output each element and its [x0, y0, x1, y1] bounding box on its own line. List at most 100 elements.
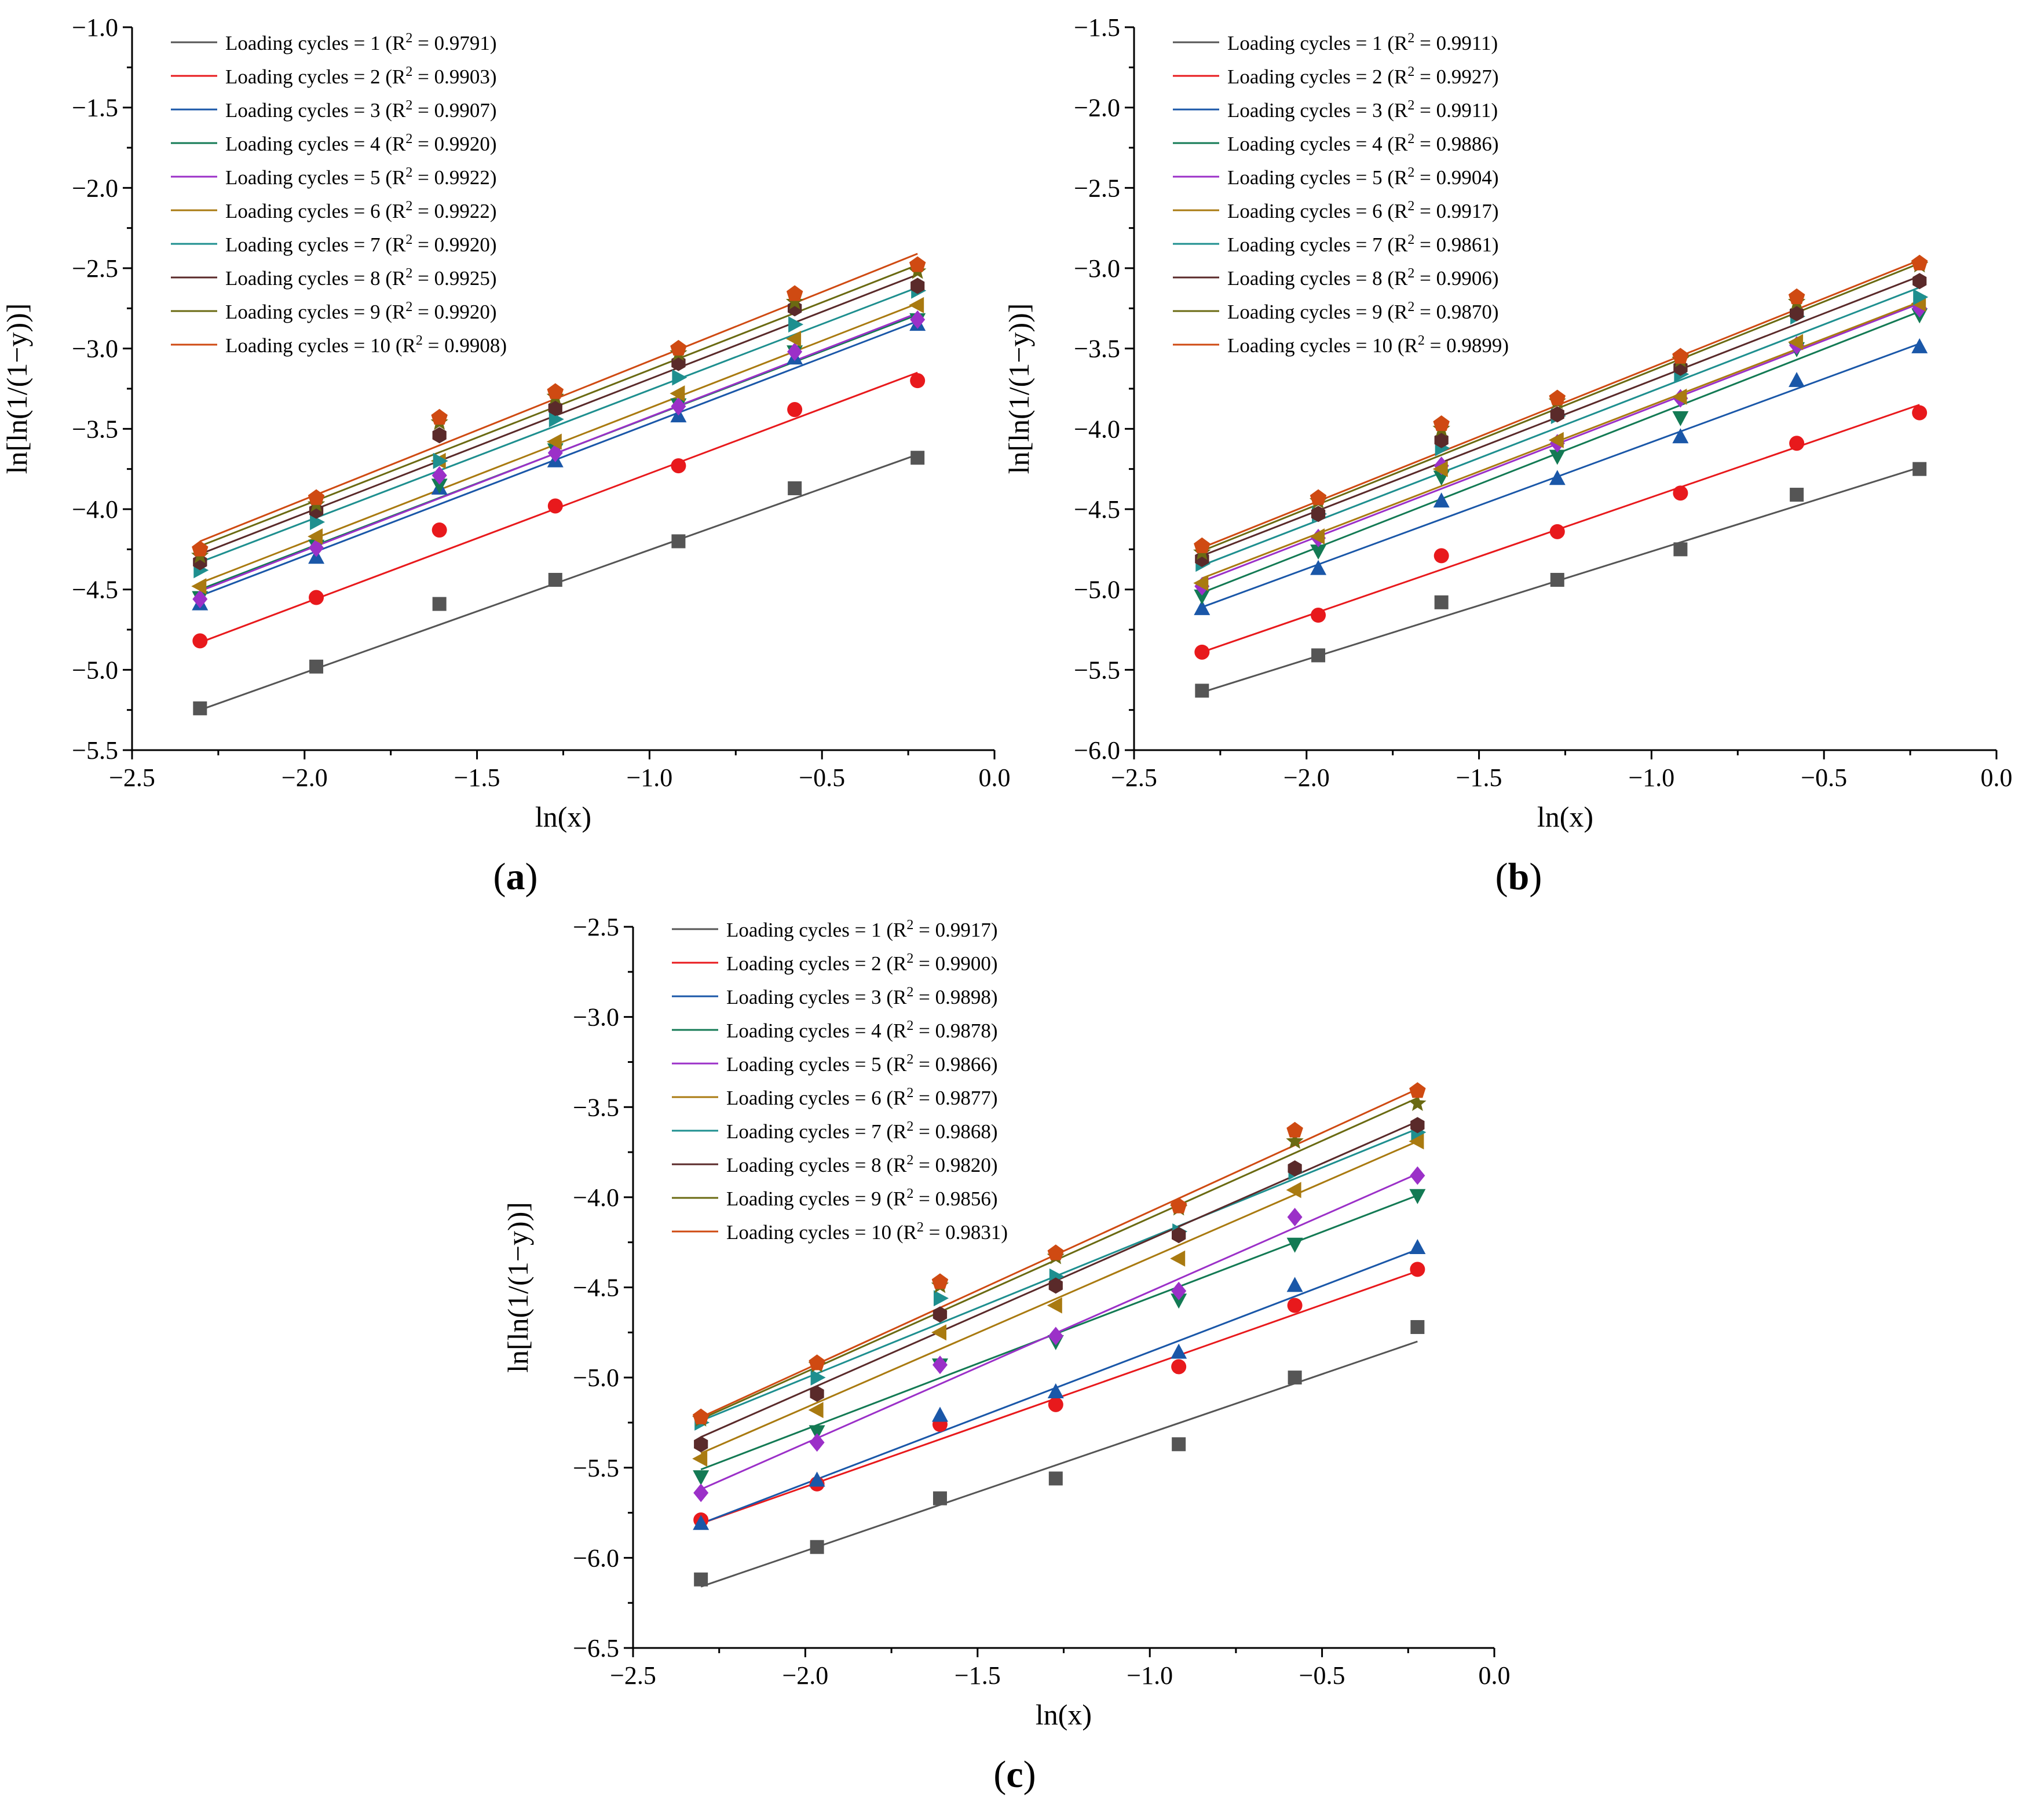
data-point-cycles-2	[1410, 1262, 1425, 1277]
data-point-cycles-7	[548, 411, 564, 427]
data-point-cycles-1	[910, 451, 925, 465]
y-axis-title: ln[ln(1/(1−y))]	[502, 1202, 534, 1373]
legend-entry-cycles-5: Loading cycles = 5 (R2 = 0.9922)	[225, 165, 496, 189]
data-point-cycles-6	[1548, 432, 1564, 448]
data-point-cycles-1	[1172, 1437, 1186, 1452]
data-point-cycles-5	[1410, 1166, 1425, 1185]
data-point-cycles-10	[1310, 489, 1327, 505]
data-point-cycles-6	[191, 578, 207, 595]
data-point-cycles-2	[192, 633, 208, 649]
x-tick-label: −1.0	[626, 763, 672, 792]
data-point-cycles-8	[810, 1386, 824, 1402]
x-axis-title: ln(x)	[535, 801, 591, 833]
y-tick-label: −3.0	[1074, 254, 1120, 283]
data-point-cycles-9	[785, 293, 804, 310]
y-tick-label: −1.5	[1074, 13, 1120, 42]
data-point-cycles-2	[910, 373, 926, 389]
legend-entry-cycles-9: Loading cycles = 9 (R2 = 0.9870)	[1227, 299, 1498, 323]
data-point-cycles-8	[1311, 506, 1326, 522]
panel-a: −5.5 −5.0 −4.5 −4.0 −3.5 −3.0 −2.5 −2.0 −1.5 −1.0…	[1, 13, 1011, 898]
legend-entry-cycles-2: Loading cycles = 2 (R2 = 0.9900)	[726, 951, 997, 975]
data-point-cycles-3	[1047, 1383, 1064, 1398]
legend-entry-cycles-7: Loading cycles = 7 (R2 = 0.9861)	[1227, 232, 1498, 256]
data-point-cycles-9	[1286, 1132, 1304, 1149]
data-point-cycles-5	[809, 1433, 825, 1452]
data-point-cycles-8	[1288, 1160, 1302, 1177]
data-point-cycles-10	[786, 285, 803, 301]
data-point-cycles-4	[1672, 411, 1689, 426]
data-point-cycles-1	[810, 1540, 824, 1554]
data-point-cycles-10	[692, 1408, 710, 1424]
data-point-cycles-2	[1912, 405, 1928, 421]
data-point-cycles-4	[1194, 589, 1211, 605]
data-point-cycles-7	[934, 1290, 949, 1307]
data-point-cycles-6	[692, 1450, 708, 1467]
legend-entry-cycles-3: Loading cycles = 3 (R2 = 0.9907)	[225, 98, 496, 122]
data-point-cycles-1	[309, 659, 324, 674]
y-tick-label: −4.0	[573, 1183, 619, 1212]
data-point-cycles-10	[670, 339, 687, 356]
legend-entry-cycles-2: Loading cycles = 2 (R2 = 0.9903)	[225, 64, 496, 88]
data-point-cycles-6	[308, 528, 323, 545]
data-point-cycles-6	[909, 297, 924, 313]
data-point-cycles-4	[1549, 449, 1566, 465]
data-point-cycles-6	[1409, 1133, 1424, 1150]
x-axis-title: ln(x)	[1537, 801, 1593, 833]
data-point-cycles-3	[1672, 428, 1689, 444]
data-point-cycles-8	[1434, 432, 1449, 448]
x-tick-label: −0.5	[799, 763, 845, 792]
data-point-cycles-2	[671, 458, 686, 474]
x-tick-label: −1.5	[955, 1661, 1001, 1690]
data-point-cycles-8	[910, 277, 925, 294]
x-tick-label: −2.5	[109, 763, 155, 792]
y-tick-label: −4.5	[72, 576, 118, 604]
y-tick-label: −4.5	[1074, 495, 1120, 524]
data-point-cycles-8	[932, 1306, 948, 1323]
data-point-cycles-3	[932, 1406, 948, 1422]
data-point-cycles-2	[1194, 644, 1210, 660]
x-tick-label: −0.5	[1299, 1661, 1345, 1690]
data-point-cycles-2	[1549, 524, 1565, 539]
data-point-cycles-2	[1673, 485, 1688, 501]
data-point-cycles-1	[193, 701, 207, 715]
data-point-cycles-3	[1310, 560, 1327, 575]
legend-entry-cycles-8: Loading cycles = 8 (R2 = 0.9925)	[225, 266, 496, 290]
data-point-cycles-2	[787, 402, 803, 418]
data-point-cycles-5	[192, 590, 208, 609]
legend-entry-cycles-4: Loading cycles = 4 (R2 = 0.9878)	[726, 1018, 997, 1042]
panel-c: −6.5 −6.0 −5.5 −5.0 −4.5 −4.0 −3.5 −3.0 −2.5 −2.5…	[502, 913, 1511, 1796]
data-point-cycles-6	[808, 1402, 824, 1419]
data-point-cycles-5	[431, 466, 447, 485]
y-tick-label: −3.5	[1074, 335, 1120, 363]
data-point-cycles-2	[1287, 1298, 1303, 1313]
data-point-cycles-1	[1434, 595, 1449, 609]
data-point-cycles-4	[809, 1425, 825, 1441]
legend-entry-cycles-3: Loading cycles = 3 (R2 = 0.9898)	[726, 985, 997, 1008]
data-point-cycles-10	[1433, 415, 1450, 432]
data-point-cycles-2	[1433, 548, 1449, 564]
data-point-cycles-7	[433, 452, 448, 469]
data-point-cycles-8	[548, 400, 562, 416]
data-point-cycles-10	[909, 256, 926, 272]
data-point-cycles-6	[1672, 388, 1687, 405]
data-point-cycles-5	[910, 310, 926, 329]
data-point-cycles-1	[1048, 1471, 1063, 1486]
data-point-cycles-4	[1286, 1237, 1303, 1253]
data-point-cycles-3	[693, 1515, 710, 1530]
legend-entry-cycles-4: Loading cycles = 4 (R2 = 0.9920)	[225, 131, 496, 155]
x-tick-label: −1.5	[454, 763, 500, 792]
data-point-cycles-3	[1433, 492, 1450, 508]
data-point-cycles-7	[672, 369, 687, 386]
y-tick-label: −5.0	[1074, 576, 1120, 604]
data-point-cycles-1	[1790, 488, 1804, 502]
x-tick-label: −2.0	[782, 1661, 828, 1690]
data-point-cycles-4	[1171, 1293, 1187, 1309]
data-point-cycles-8	[1912, 273, 1927, 290]
y-tick-label: −4.5	[573, 1274, 619, 1302]
data-point-cycles-10	[1788, 288, 1805, 305]
data-point-cycles-5	[671, 397, 686, 416]
legend-entry-cycles-2: Loading cycles = 2 (R2 = 0.9927)	[1227, 64, 1498, 88]
y-tick-label: −2.5	[1074, 174, 1120, 202]
y-tick-label: −2.5	[72, 254, 118, 283]
data-point-cycles-5	[1287, 1208, 1303, 1227]
